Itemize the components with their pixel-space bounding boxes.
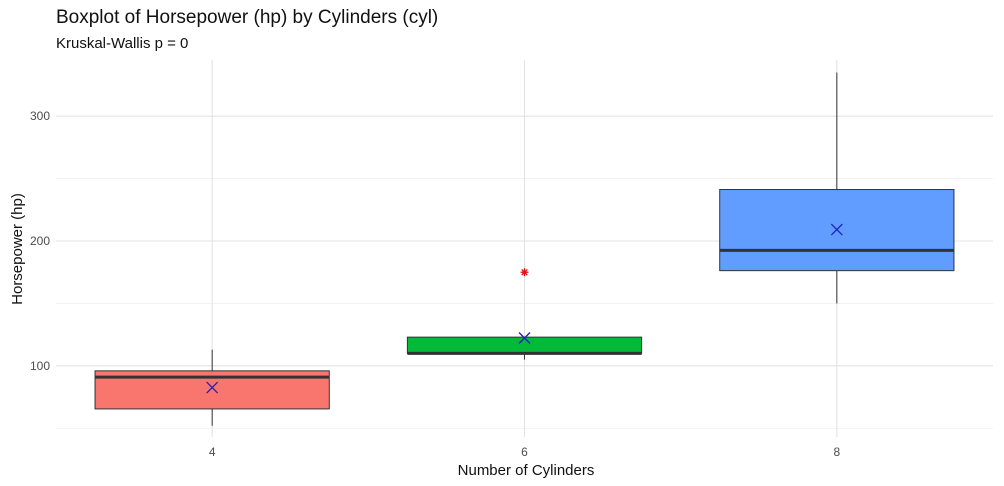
x-tick-label: 4 xyxy=(209,445,216,459)
y-axis-label: Horsepower (hp) xyxy=(9,193,26,305)
x-tick-label: 6 xyxy=(521,445,528,459)
box-group-4 xyxy=(94,349,330,426)
mean-marker xyxy=(206,381,219,394)
mean-marker xyxy=(518,332,531,344)
box-group-8 xyxy=(719,72,955,304)
outlier-point xyxy=(520,268,529,277)
y-tick-label: 100 xyxy=(30,359,50,373)
boxes-layer xyxy=(94,72,955,426)
chart-subtitle: Kruskal-Wallis p = 0 xyxy=(56,35,189,52)
x-tick-label: 8 xyxy=(833,445,840,459)
mean-marker xyxy=(830,223,843,236)
x-axis-label: Number of Cylinders xyxy=(458,462,595,479)
y-tick-label: 200 xyxy=(30,234,50,248)
y-tick-label: 300 xyxy=(30,109,50,123)
tick-labels: 100 200 300 4 6 8 xyxy=(30,109,841,459)
chart-title: Boxplot of Horsepower (hp) by Cylinders … xyxy=(56,7,439,28)
box-group-6 xyxy=(406,268,643,360)
box xyxy=(406,336,643,354)
